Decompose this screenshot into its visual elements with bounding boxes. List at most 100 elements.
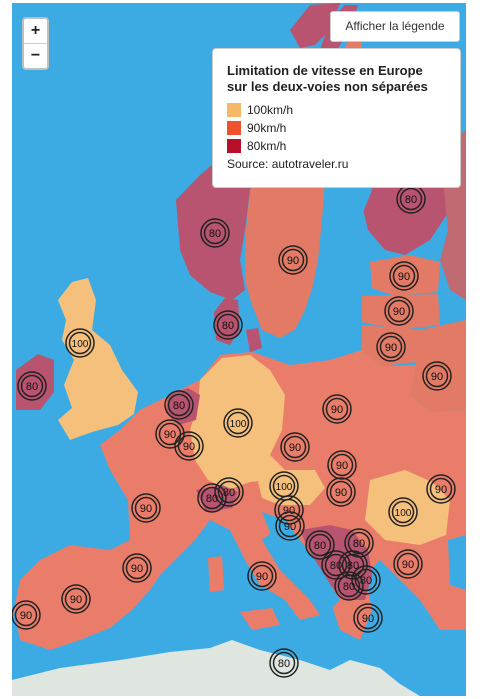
marker-inner-ring xyxy=(399,187,423,211)
speed-marker-spain[interactable]: 90 xyxy=(122,553,152,583)
speed-marker-luxembourg[interactable]: 90 xyxy=(174,431,204,461)
speed-marker-serbia[interactable]: 80 xyxy=(344,528,374,558)
marker-outer-ring xyxy=(322,394,352,424)
speed-marker-portugal[interactable]: 90 xyxy=(12,600,41,630)
marker-outer-ring xyxy=(247,561,277,591)
legend-item-80: 80km/h xyxy=(227,137,446,155)
speed-marker-latvia[interactable]: 90 xyxy=(384,296,414,326)
marker-label: 90 xyxy=(393,306,405,318)
marker-inner-ring xyxy=(226,411,250,435)
speed-marker-sweden[interactable]: 90 xyxy=(278,245,308,275)
speed-marker-romania[interactable]: 100 xyxy=(269,471,299,501)
land-lithuania xyxy=(362,325,420,366)
marker-inner-ring xyxy=(325,397,349,421)
speed-marker-denmark[interactable]: 80 xyxy=(213,310,243,340)
land-sardinia xyxy=(208,556,224,592)
marker-inner-ring xyxy=(425,364,449,388)
marker-label: 90 xyxy=(362,613,374,625)
legend-source: Source: autotraveler.ru xyxy=(227,157,349,171)
marker-inner-ring xyxy=(14,603,38,627)
marker-inner-ring xyxy=(68,331,92,355)
marker-outer-ring xyxy=(353,603,383,633)
legend-title: Limitation de vitesse en Europe sur les … xyxy=(227,63,428,94)
marker-inner-ring xyxy=(20,374,44,398)
marker-inner-ring xyxy=(354,568,378,592)
speed-marker-netherlands[interactable]: 80 xyxy=(164,390,194,420)
marker-label: 80 xyxy=(343,581,355,593)
speed-marker-austria[interactable]: 100 xyxy=(388,497,418,527)
sea-black xyxy=(448,535,466,590)
land-balkans xyxy=(300,525,372,600)
marker-outer-ring xyxy=(12,600,41,630)
marker-outer-ring xyxy=(197,483,227,513)
speed-marker-montenegro[interactable]: 80 xyxy=(321,550,351,580)
speed-marker-switzerland[interactable]: 80 xyxy=(214,477,244,507)
land-denmark-isl xyxy=(246,328,262,352)
speed-marker-croatia[interactable]: 90 xyxy=(275,511,305,541)
marker-inner-ring xyxy=(330,453,354,477)
speed-marker-bulgaria[interactable]: 90 xyxy=(393,549,423,579)
speed-marker-north-macedonia[interactable]: 80 xyxy=(351,565,381,595)
legend-toggle-button[interactable]: Afficher la légende xyxy=(330,11,460,42)
marker-label: 80 xyxy=(278,658,290,670)
marker-label: 90 xyxy=(140,503,152,515)
marker-label: 90 xyxy=(402,559,414,571)
marker-outer-ring xyxy=(174,431,204,461)
marker-inner-ring xyxy=(177,434,201,458)
speed-marker-liechtenstein[interactable]: 80 xyxy=(197,483,227,513)
marker-inner-ring xyxy=(272,474,296,498)
marker-inner-ring xyxy=(278,514,302,538)
speed-marker-bosnia-and-herzegovina[interactable]: 80 xyxy=(305,530,335,560)
speed-marker-belarus[interactable]: 90 xyxy=(422,361,452,391)
speed-marker-italy[interactable]: 90 xyxy=(247,561,277,591)
marker-label: 90 xyxy=(289,442,301,454)
speed-marker-hungary[interactable]: 90 xyxy=(326,477,356,507)
speed-marker-norway[interactable]: 80 xyxy=(200,218,230,248)
speed-marker-ireland[interactable]: 80 xyxy=(17,371,47,401)
speed-marker-united-kingdom[interactable]: 100 xyxy=(65,328,95,358)
marker-label: 80 xyxy=(353,538,365,550)
marker-inner-ring xyxy=(134,496,158,520)
marker-inner-ring xyxy=(387,299,411,323)
speed-marker-albania[interactable]: 80 xyxy=(334,571,364,601)
marker-outer-ring xyxy=(200,218,230,248)
land-latvia xyxy=(362,294,440,330)
speed-marker-czechia[interactable]: 90 xyxy=(280,432,310,462)
marker-outer-ring xyxy=(384,296,414,326)
speed-marker-belgium[interactable]: 90 xyxy=(155,419,185,449)
speed-marker-finland[interactable]: 80 xyxy=(396,184,426,214)
marker-inner-ring xyxy=(167,393,191,417)
marker-inner-ring xyxy=(203,221,227,245)
speed-marker-slovakia[interactable]: 90 xyxy=(327,450,357,480)
speed-marker-greece[interactable]: 90 xyxy=(353,603,383,633)
speed-marker-spain-north-[interactable]: 90 xyxy=(61,584,91,614)
marker-label: 80 xyxy=(222,320,234,332)
marker-inner-ring xyxy=(337,574,361,598)
marker-label: 90 xyxy=(398,271,410,283)
speed-marker-slovenia[interactable]: 90 xyxy=(274,495,304,525)
marker-outer-ring xyxy=(422,361,452,391)
speed-marker-malta[interactable]: 80 xyxy=(269,648,299,678)
marker-outer-ring xyxy=(164,390,194,420)
speed-marker-germany[interactable]: 100 xyxy=(223,408,253,438)
marker-label: 90 xyxy=(70,594,82,606)
marker-outer-ring xyxy=(17,371,47,401)
marker-outer-ring xyxy=(393,549,423,579)
marker-outer-ring xyxy=(275,511,305,541)
marker-label: 90 xyxy=(20,610,32,622)
marker-label: 90 xyxy=(431,371,443,383)
zoom-in-button[interactable]: + xyxy=(30,22,41,39)
marker-label: 100 xyxy=(395,508,412,519)
speed-marker-moldova[interactable]: 90 xyxy=(426,474,456,504)
speed-marker-france[interactable]: 90 xyxy=(131,493,161,523)
marker-outer-ring xyxy=(269,648,299,678)
speed-marker-estonia[interactable]: 90 xyxy=(389,261,419,291)
speed-marker-poland[interactable]: 90 xyxy=(322,394,352,424)
marker-inner-ring xyxy=(429,477,453,501)
land-estonia xyxy=(370,255,440,296)
marker-outer-ring xyxy=(280,432,310,462)
zoom-out-button[interactable]: − xyxy=(24,43,47,68)
speed-marker-lithuania[interactable]: 90 xyxy=(376,332,406,362)
marker-label: 80 xyxy=(173,400,185,412)
